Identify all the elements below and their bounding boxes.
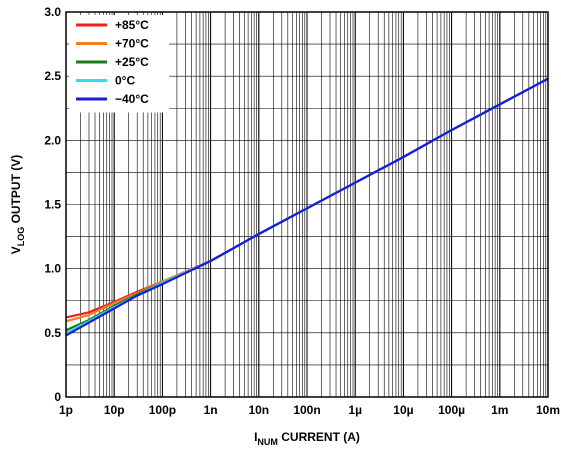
x-tick-label: 100p xyxy=(149,403,176,417)
y-axis-title-suffix: OUTPUT (V) xyxy=(9,155,23,227)
legend-label-2: +25°C xyxy=(115,55,149,69)
y-axis-title-subscript: LOG xyxy=(16,227,26,247)
x-tick-label: 100µ xyxy=(438,403,465,417)
x-tick-label: 100n xyxy=(293,403,320,417)
y-tick-label: 0 xyxy=(54,390,61,404)
y-tick-label: 0.5 xyxy=(44,326,61,340)
y-axis-title: VLOG OUTPUT (V) xyxy=(9,155,26,255)
series-layer xyxy=(65,77,549,337)
legend-label-1: +70°C xyxy=(115,37,149,51)
x-tick-label: 1m xyxy=(491,403,508,417)
y-axis-title-prefix: V xyxy=(9,246,23,254)
plot-frame xyxy=(65,11,549,398)
legend-label-4: −40°C xyxy=(115,92,149,106)
y-tick-label: 1.5 xyxy=(44,198,61,212)
y-tick-labels: 0 0.5 1.0 1.5 2.0 2.5 3.0 xyxy=(44,5,61,404)
y-tick-label: 2.0 xyxy=(44,133,61,147)
x-tick-label: 1p xyxy=(59,403,73,417)
y-tick-label: 1.0 xyxy=(44,262,61,276)
x-tick-label: 10n xyxy=(248,403,269,417)
x-axis-title-subscript: NUM xyxy=(257,437,278,447)
legend-label-3: 0°C xyxy=(115,74,135,88)
legend-background xyxy=(69,15,169,113)
x-tick-label: 1n xyxy=(204,403,218,417)
y-tick-label: 2.5 xyxy=(44,69,61,83)
series-line-4 xyxy=(65,77,549,337)
legend: +85°C +70°C +25°C 0°C −40°C xyxy=(69,15,169,113)
y-tick-label: 3.0 xyxy=(44,5,61,19)
x-axis-title-prefix: I xyxy=(254,430,257,444)
x-axis-title: INUM CURRENT (A) xyxy=(254,430,360,447)
x-tick-labels: 1p 10p 100p 1n 10n 100n 1µ 10µ 100µ 1m 10m xyxy=(59,403,560,417)
legend-label-0: +85°C xyxy=(115,18,149,32)
x-tick-label: 10µ xyxy=(393,403,413,417)
x-tick-label: 10p xyxy=(104,403,125,417)
x-axis-title-suffix: CURRENT (A) xyxy=(278,430,360,444)
x-tick-label: 1µ xyxy=(348,403,362,417)
x-tick-label: 10m xyxy=(536,403,560,417)
